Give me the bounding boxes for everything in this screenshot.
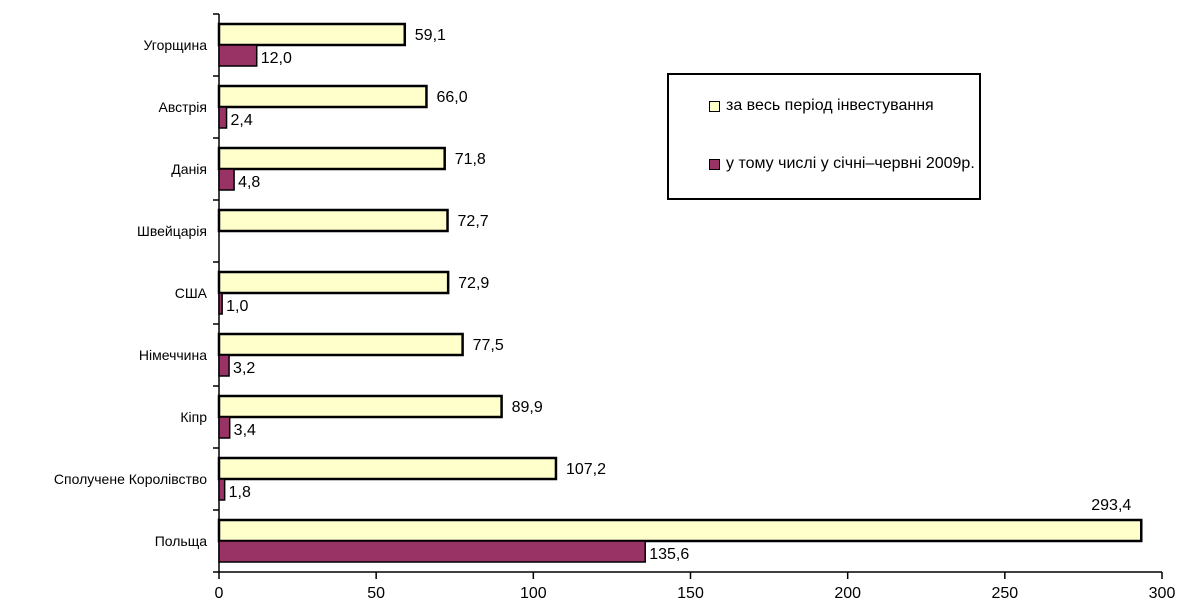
category-label: США xyxy=(175,285,208,301)
legend-label-total: за весь період інвестування xyxy=(726,97,934,115)
category-label: Данія xyxy=(171,161,207,177)
data-label-2009: 1,0 xyxy=(226,298,248,315)
x-tick-label: 250 xyxy=(991,585,1018,601)
bar-2009 xyxy=(219,355,229,376)
bar-total xyxy=(219,396,502,417)
category-label: Сполучене Королівство xyxy=(54,471,207,487)
category-label: Швейцарія xyxy=(137,223,207,239)
bar-total xyxy=(219,334,463,355)
x-tick-label: 50 xyxy=(367,585,385,601)
category-label: Німеччина xyxy=(139,347,207,363)
bar-2009 xyxy=(219,45,257,66)
category-label: Угорщина xyxy=(144,37,208,53)
data-label-2009: 3,2 xyxy=(233,360,255,377)
bar-2009 xyxy=(219,479,225,500)
data-label-total: 72,7 xyxy=(458,213,489,230)
x-tick-label: 300 xyxy=(1149,585,1176,601)
data-label-total: 71,8 xyxy=(455,151,486,168)
data-label-2009: 2,4 xyxy=(231,112,253,129)
bar-total xyxy=(219,86,426,107)
category-label: Австрія xyxy=(158,99,207,115)
category-label: Кіпр xyxy=(180,409,207,425)
bar-2009 xyxy=(219,541,645,562)
x-tick-label: 150 xyxy=(677,585,704,601)
legend-item-total: за весь період інвестування xyxy=(709,97,934,115)
legend-item-2009: у тому числі у січні–червні 2009р. xyxy=(709,155,975,173)
bar-2009 xyxy=(219,107,227,128)
data-label-2009: 135,6 xyxy=(649,546,689,563)
legend: за весь період інвестування у тому числі… xyxy=(667,73,981,200)
bar-total xyxy=(219,520,1141,541)
data-label-2009: 4,8 xyxy=(238,174,260,191)
legend-swatch-total xyxy=(709,101,720,112)
legend-swatch-2009 xyxy=(709,159,720,170)
data-label-total: 77,5 xyxy=(473,337,504,354)
data-label-total: 59,1 xyxy=(415,27,446,44)
bar-total xyxy=(219,148,445,169)
data-label-total: 107,2 xyxy=(566,461,606,478)
data-label-total: 293,4 xyxy=(1091,497,1131,514)
data-label-total: 66,0 xyxy=(436,89,467,106)
data-label-2009: 1,8 xyxy=(229,484,251,501)
data-label-2009: 3,4 xyxy=(234,422,256,439)
bar-2009 xyxy=(219,169,234,190)
bar-total xyxy=(219,458,556,479)
data-label-total: 89,9 xyxy=(512,399,543,416)
legend-label-2009: у тому числі у січні–червні 2009р. xyxy=(726,155,975,173)
bar-2009 xyxy=(219,293,222,314)
bar-total xyxy=(219,272,448,293)
bar-2009 xyxy=(219,417,230,438)
x-tick-label: 0 xyxy=(215,585,224,601)
x-tick-label: 200 xyxy=(834,585,861,601)
data-label-total: 72,9 xyxy=(458,275,489,292)
category-label: Польща xyxy=(155,533,208,549)
bar-total xyxy=(219,210,448,231)
bar-total xyxy=(219,24,405,45)
x-tick-label: 100 xyxy=(520,585,547,601)
data-label-2009: 12,0 xyxy=(261,50,292,67)
